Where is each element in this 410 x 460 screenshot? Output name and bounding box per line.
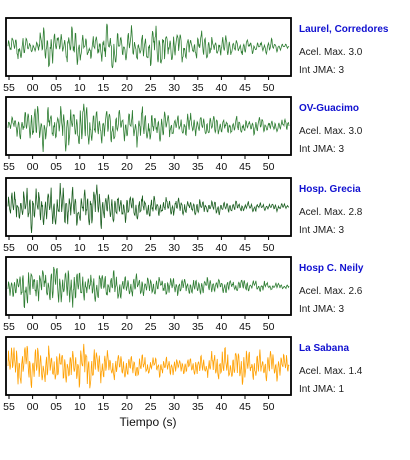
max-acceleration-label: Acel. Max. 1.4 — [299, 366, 363, 377]
station-panel: 55 00 05 10 15 20 25 30 35 40 45 50 Hosp C. Neily Ace… — [3, 256, 364, 333]
station-name: La Sabana — [299, 343, 349, 354]
panel-frame — [5, 336, 292, 396]
x-tick-label: 15 — [98, 161, 110, 173]
x-tick-label: 40 — [216, 161, 228, 173]
x-tick-label: 35 — [192, 401, 204, 413]
x-tick-label: 10 — [74, 401, 86, 413]
x-tick-label: 15 — [98, 82, 110, 94]
x-tick-label: 05 — [50, 161, 62, 173]
x-tick-label: 50 — [263, 242, 275, 254]
waveform-trace — [7, 23, 290, 69]
x-tick-label: 00 — [27, 401, 39, 413]
jma-intensity-label: Int JMA: 3 — [299, 144, 344, 155]
x-tick-label: 20 — [121, 82, 133, 94]
max-acceleration-label: Acel. Max. 3.0 — [299, 47, 363, 58]
x-tick-label: 55 — [3, 82, 15, 94]
station-name: Laurel, Corredores — [299, 24, 389, 35]
x-tick-label: 05 — [50, 82, 62, 94]
x-tick-label: 35 — [192, 321, 204, 333]
x-tick-label: 50 — [263, 82, 275, 94]
x-tick-label: 35 — [192, 161, 204, 173]
x-tick-label: 35 — [192, 82, 204, 94]
x-tick-label: 05 — [50, 242, 62, 254]
x-tick-label: 00 — [27, 242, 39, 254]
panel-frame — [5, 177, 292, 237]
x-tick-label: 45 — [239, 401, 251, 413]
x-tick-label: 50 — [263, 401, 275, 413]
x-tick-label: 55 — [3, 161, 15, 173]
panel-frame — [5, 256, 292, 316]
waveform-trace — [7, 343, 290, 389]
x-axis-label: Tiempo (s) — [120, 415, 177, 429]
station-name: OV-Guacimo — [299, 103, 359, 114]
x-tick-label: 00 — [27, 82, 39, 94]
waveform-trace — [7, 103, 290, 153]
x-tick-label: 10 — [74, 161, 86, 173]
x-tick-label: 20 — [121, 161, 133, 173]
x-tick-label: 40 — [216, 242, 228, 254]
x-tick-label: 55 — [3, 401, 15, 413]
station-name: Hosp. Grecia — [299, 184, 361, 195]
x-tick-label: 00 — [27, 161, 39, 173]
max-acceleration-label: Acel. Max. 2.8 — [299, 207, 363, 218]
x-tick-label: 45 — [239, 82, 251, 94]
x-tick-label: 25 — [145, 401, 157, 413]
x-tick-label: 00 — [27, 321, 39, 333]
panel-frame — [5, 96, 292, 156]
station-panel: 55 00 05 10 15 20 25 30 35 40 45 50 Hosp. Grecia Acel… — [3, 177, 363, 254]
seismogram-panels: 55 00 05 10 15 20 25 30 35 40 45 50 Laurel, Corredor… — [3, 17, 389, 413]
x-tick-label: 25 — [145, 242, 157, 254]
x-tick-label: 50 — [263, 321, 275, 333]
x-tick-label: 25 — [145, 82, 157, 94]
x-tick-label: 35 — [192, 242, 204, 254]
x-tick-label: 10 — [74, 242, 86, 254]
x-tick-label: 25 — [145, 161, 157, 173]
x-tick-label: 30 — [168, 161, 180, 173]
station-name: Hosp C. Neily — [299, 263, 364, 274]
x-tick-label: 40 — [216, 321, 228, 333]
x-tick-label: 55 — [3, 242, 15, 254]
x-tick-label: 30 — [168, 82, 180, 94]
max-acceleration-label: Acel. Max. 2.6 — [299, 286, 363, 297]
x-tick-label: 15 — [98, 321, 110, 333]
jma-intensity-label: Int JMA: 3 — [299, 65, 344, 76]
x-tick-label: 10 — [74, 321, 86, 333]
station-panel: 55 00 05 10 15 20 25 30 35 40 45 50 OV-Guacimo Acel. … — [3, 96, 363, 173]
x-tick-label: 45 — [239, 242, 251, 254]
waveform-trace — [7, 182, 290, 234]
max-acceleration-label: Acel. Max. 3.0 — [299, 126, 363, 137]
station-panel: 55 00 05 10 15 20 25 30 35 40 45 50 Laurel, Corredor… — [3, 17, 389, 94]
x-tick-label: 05 — [50, 321, 62, 333]
x-tick-label: 20 — [121, 321, 133, 333]
x-tick-label: 20 — [121, 401, 133, 413]
x-tick-label: 40 — [216, 82, 228, 94]
x-tick-label: 30 — [168, 242, 180, 254]
x-tick-label: 55 — [3, 321, 15, 333]
x-tick-label: 30 — [168, 321, 180, 333]
jma-intensity-label: Int JMA: 1 — [299, 384, 344, 395]
station-panel: 55 00 05 10 15 20 25 30 35 40 45 50 La Sabana Acel. M… — [3, 336, 363, 413]
x-tick-label: 50 — [263, 161, 275, 173]
x-tick-label: 15 — [98, 242, 110, 254]
x-tick-label: 45 — [239, 321, 251, 333]
jma-intensity-label: Int JMA: 3 — [299, 304, 344, 315]
x-tick-label: 20 — [121, 242, 133, 254]
x-tick-label: 15 — [98, 401, 110, 413]
x-tick-label: 30 — [168, 401, 180, 413]
x-tick-label: 45 — [239, 161, 251, 173]
x-tick-label: 05 — [50, 401, 62, 413]
x-tick-label: 10 — [74, 82, 86, 94]
jma-intensity-label: Int JMA: 3 — [299, 225, 344, 236]
x-tick-label: 40 — [216, 401, 228, 413]
x-tick-label: 25 — [145, 321, 157, 333]
waveform-trace — [7, 266, 290, 309]
panel-frame — [5, 17, 292, 77]
